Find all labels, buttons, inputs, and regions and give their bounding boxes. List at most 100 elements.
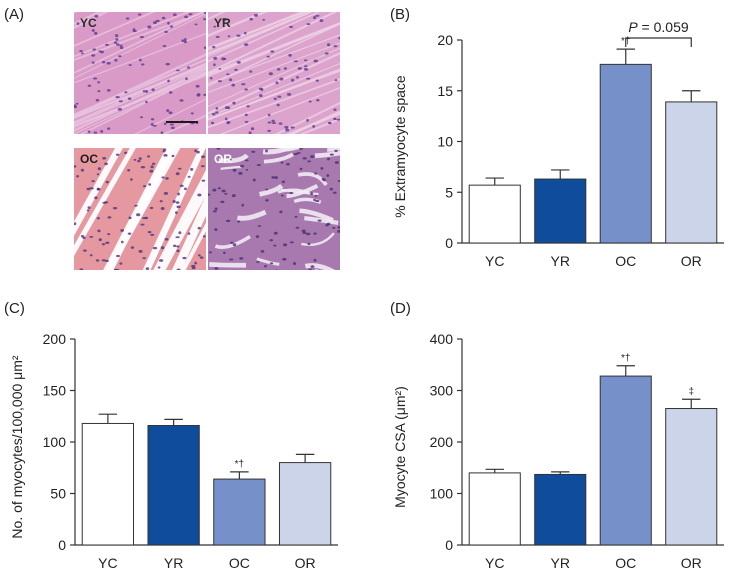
nucleus (101, 61, 106, 64)
nucleus (296, 152, 301, 155)
nucleus (268, 72, 273, 76)
nucleus (171, 154, 175, 158)
nucleus (147, 25, 152, 29)
fiber-streak (74, 12, 103, 25)
nucleus (295, 226, 300, 229)
nucleus (140, 223, 145, 226)
nucleus (170, 25, 173, 28)
nucleus (290, 126, 295, 129)
nucleus (183, 38, 187, 42)
nucleus (211, 113, 216, 116)
nucleus (172, 244, 177, 248)
fiber-streak (285, 112, 340, 134)
nucleus (177, 167, 182, 170)
nucleus (76, 175, 80, 178)
nucleus (91, 180, 95, 183)
y-tick-label: 200 (43, 331, 67, 347)
nucleus (196, 150, 200, 154)
nucleus (184, 187, 187, 191)
y-tick-label: 100 (430, 486, 454, 502)
micrograph-yr: YR (208, 12, 340, 134)
nucleus (98, 238, 102, 242)
nucleus (226, 121, 231, 124)
nucleus (333, 108, 337, 111)
x-tick-label: YC (485, 253, 504, 269)
nucleus (244, 43, 249, 46)
nucleus (313, 59, 318, 63)
nucleus (281, 180, 285, 184)
nucleus (316, 99, 320, 102)
nucleus (208, 251, 213, 254)
fiber-streak (208, 78, 340, 129)
y-axis-label: Myocyte CSA (μm²) (392, 386, 408, 508)
nucleus (313, 198, 316, 202)
nucleus (283, 67, 287, 70)
nucleus (234, 68, 238, 71)
nucleus (150, 233, 155, 236)
bar-yr (534, 473, 587, 546)
extramyocyte-gap (74, 148, 123, 236)
nucleus (139, 35, 144, 39)
nucleus (94, 14, 99, 18)
nucleus (307, 160, 312, 163)
nucleus (290, 78, 295, 82)
y-tick-label: 200 (430, 434, 454, 450)
nucleus (227, 106, 231, 110)
nucleus (224, 192, 228, 195)
nucleus (75, 102, 79, 105)
nucleus (337, 180, 340, 183)
nucleus (172, 200, 176, 203)
nucleus (334, 79, 338, 82)
nucleus (236, 61, 241, 64)
nucleus (213, 63, 216, 67)
y-tick-label: 100 (43, 434, 67, 450)
nucleus (187, 175, 191, 178)
x-tick-label: OC (615, 555, 636, 571)
x-tick-label: YC (485, 555, 504, 571)
nucleus (116, 43, 120, 46)
nucleus (232, 168, 237, 172)
y-tick-label: 15 (437, 83, 453, 99)
fiber-streak (74, 73, 206, 134)
nucleus (325, 224, 329, 227)
nucleus (299, 148, 303, 150)
nucleus (248, 131, 252, 134)
fiber-streak (74, 12, 206, 79)
bar-yc (468, 184, 521, 244)
nucleus (213, 25, 217, 28)
fiber-streak (208, 12, 306, 51)
fiber-streak (208, 62, 340, 118)
extramyocyte-gap (159, 183, 206, 270)
nucleus (130, 246, 135, 249)
nucleus (128, 216, 132, 220)
nucleus (93, 31, 98, 35)
nucleus (212, 45, 216, 49)
nucleus (82, 249, 87, 252)
micrograph-yc-image (74, 12, 206, 134)
nucleus (119, 262, 123, 265)
nucleus (158, 259, 164, 262)
nucleus (260, 88, 264, 92)
nucleus (86, 209, 90, 212)
nucleus (310, 155, 315, 159)
nucleus (100, 130, 104, 133)
nucleus (221, 189, 226, 193)
nucleus (175, 172, 180, 176)
nucleus (296, 76, 299, 79)
nucleus (232, 243, 237, 247)
nucleus (152, 21, 157, 25)
micrograph-or: OR (208, 148, 340, 270)
nucleus (338, 36, 340, 40)
nucleus (116, 254, 120, 258)
nucleus (304, 65, 308, 68)
y-tick-label: 0 (445, 537, 453, 553)
nucleus (203, 46, 206, 50)
nucleus (208, 193, 211, 196)
nucleus (163, 191, 169, 195)
nucleus (302, 157, 307, 160)
bar-oc (213, 478, 266, 546)
nucleus (161, 176, 165, 179)
nucleus (182, 256, 187, 260)
nucleus (285, 128, 290, 132)
nucleus (251, 150, 256, 153)
